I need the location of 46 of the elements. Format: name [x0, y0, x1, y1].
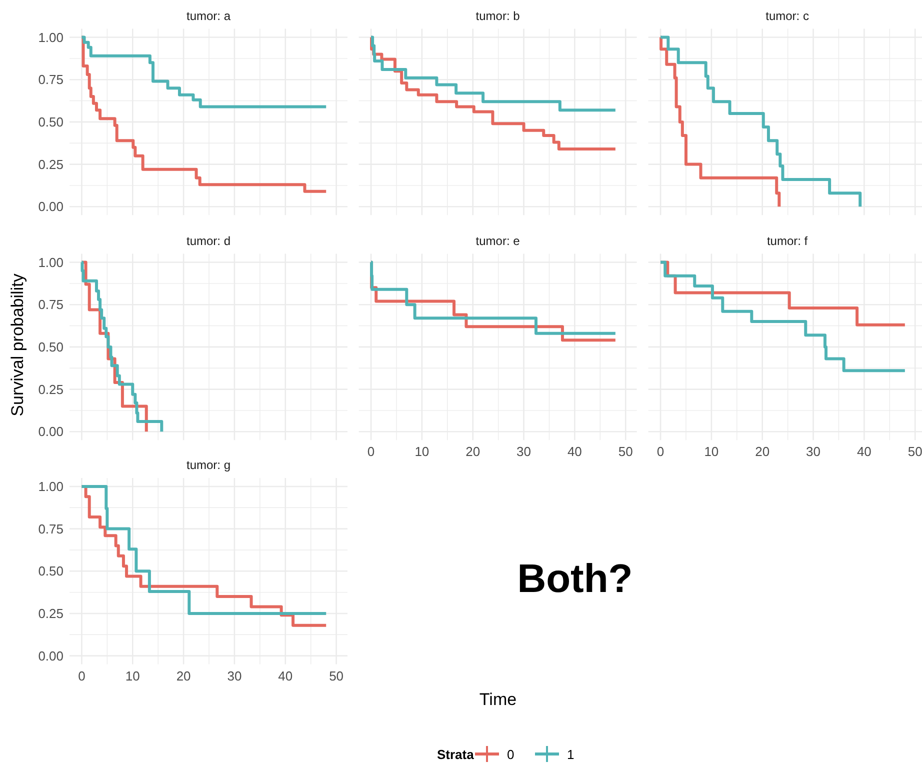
- x-tick-label: 50: [618, 444, 633, 460]
- chart-title: tumor: g: [186, 458, 231, 472]
- x-tick-label: 0: [78, 668, 86, 684]
- x-tick-label: 50: [329, 668, 344, 684]
- y-tick-label: 0.50: [38, 564, 64, 579]
- y-tick-label: 0.25: [38, 606, 64, 622]
- x-tick-label: 0: [367, 444, 375, 460]
- x-tick-label: 50: [908, 444, 922, 460]
- y-tick-label: 0.25: [38, 156, 64, 172]
- chart-title: tumor: e: [476, 234, 520, 248]
- y-axis-title: Survival probability: [8, 273, 27, 416]
- legend-label: 1: [567, 747, 574, 762]
- x-tick-label: 10: [125, 668, 140, 684]
- x-tick-label: 20: [466, 444, 480, 460]
- x-tick-label: 30: [516, 444, 531, 460]
- y-tick-label: 0.75: [38, 297, 64, 312]
- y-tick-label: 1.00: [38, 254, 64, 270]
- text: Both?: [517, 557, 633, 601]
- chart-title: tumor: c: [766, 8, 809, 23]
- chart-title: tumor: f: [766, 234, 808, 248]
- y-tick-label: 0.75: [38, 72, 64, 88]
- y-tick-label: 0.00: [38, 424, 64, 440]
- chart-title: tumor: d: [186, 234, 231, 248]
- x-tick-label: 30: [227, 668, 242, 684]
- x-tick-label: 10: [704, 444, 719, 460]
- x-tick-label: 40: [856, 444, 872, 460]
- y-tick-label: 1.00: [38, 30, 64, 45]
- chart-title: tumor: b: [476, 8, 520, 23]
- x-tick-label: 40: [278, 668, 293, 684]
- x-tick-label: 10: [414, 444, 430, 460]
- legend-label: 0: [507, 747, 514, 762]
- y-tick-label: 0.50: [38, 114, 64, 130]
- x-tick-label: 20: [755, 444, 770, 460]
- y-tick-label: 0.50: [38, 340, 64, 354]
- x-tick-label: 30: [806, 444, 820, 460]
- legend-title: Strata: [437, 747, 475, 762]
- chart-title: tumor: a: [186, 8, 231, 23]
- x-tick-label: 40: [567, 444, 582, 460]
- y-tick-label: 0.00: [38, 648, 64, 664]
- y-tick-label: 0.25: [38, 382, 64, 397]
- y-tick-label: 1.00: [38, 479, 64, 494]
- x-tick-label: 20: [176, 668, 191, 684]
- x-axis-title: Time: [479, 690, 517, 709]
- x-tick-label: 0: [656, 444, 664, 460]
- y-tick-label: 0.75: [38, 521, 64, 536]
- y-tick-label: 0.00: [38, 199, 64, 214]
